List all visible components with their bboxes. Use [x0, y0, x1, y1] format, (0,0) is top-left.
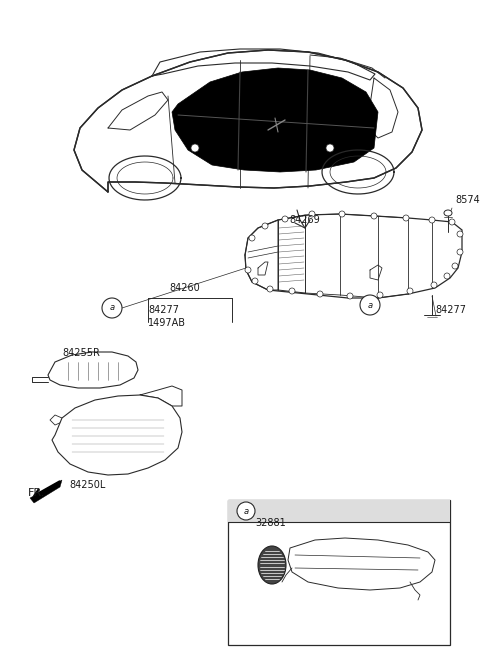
Polygon shape	[52, 395, 182, 475]
Polygon shape	[74, 50, 422, 192]
Text: 84269: 84269	[289, 215, 320, 225]
Text: a: a	[243, 506, 249, 516]
Circle shape	[449, 219, 455, 225]
Circle shape	[403, 215, 409, 221]
Circle shape	[371, 213, 377, 219]
Circle shape	[289, 288, 295, 294]
Circle shape	[407, 288, 413, 294]
Circle shape	[267, 286, 273, 292]
Ellipse shape	[444, 210, 452, 216]
Text: a: a	[109, 304, 115, 312]
Bar	[228, 500, 450, 645]
Circle shape	[457, 231, 463, 237]
Circle shape	[262, 223, 268, 229]
Circle shape	[191, 144, 199, 152]
Polygon shape	[48, 352, 138, 388]
Circle shape	[377, 292, 383, 298]
Text: FR.: FR.	[28, 488, 46, 498]
Circle shape	[102, 298, 122, 318]
Circle shape	[457, 249, 463, 255]
Circle shape	[452, 263, 458, 269]
Text: 32881: 32881	[255, 518, 286, 528]
Circle shape	[245, 267, 251, 273]
Text: 84255R: 84255R	[62, 348, 100, 358]
Circle shape	[282, 216, 288, 222]
Text: 85746: 85746	[455, 195, 480, 205]
Circle shape	[339, 211, 345, 217]
Circle shape	[347, 293, 353, 299]
Circle shape	[360, 295, 380, 315]
Circle shape	[252, 278, 258, 284]
Circle shape	[249, 235, 255, 241]
Circle shape	[444, 273, 450, 279]
Circle shape	[317, 291, 323, 297]
Polygon shape	[288, 538, 435, 590]
Text: a: a	[367, 300, 372, 310]
Text: 84277: 84277	[435, 305, 466, 315]
Polygon shape	[30, 480, 62, 503]
Circle shape	[431, 282, 437, 288]
Text: 84260: 84260	[169, 283, 200, 293]
Circle shape	[326, 144, 334, 152]
Circle shape	[429, 217, 435, 223]
Text: 84250L: 84250L	[70, 480, 106, 490]
Text: 84277: 84277	[148, 305, 179, 315]
Bar	[228, 500, 450, 522]
Circle shape	[309, 211, 315, 217]
Polygon shape	[245, 214, 462, 298]
Text: 1497AB: 1497AB	[148, 318, 186, 328]
Polygon shape	[172, 68, 378, 172]
Ellipse shape	[258, 546, 286, 584]
Circle shape	[237, 502, 255, 520]
